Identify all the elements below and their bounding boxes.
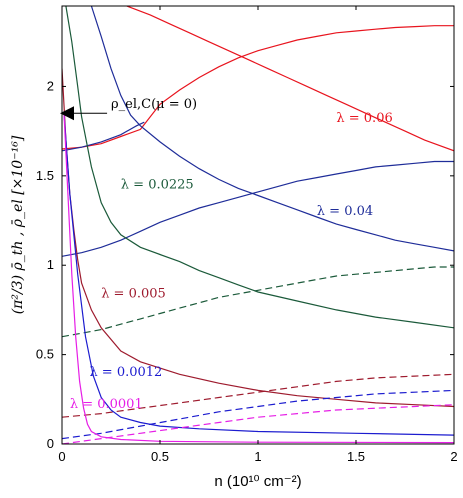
y-tick-label: 2 [47,78,54,93]
series-line-9 [63,113,454,436]
annotation-label-3: λ = 0.005 [101,286,166,301]
series-line-7 [62,68,454,408]
annotation-label-6: ρ_el,C(μ = 0) [111,97,197,112]
x-tick-label: 0 [58,449,65,464]
y-axis-title: (π²/3) ρ̄_th , ρ̄_el [×10⁻¹⁶] [10,135,26,314]
annotation-label-0: λ = 0.06 [336,111,392,126]
x-axis-title: n (10¹⁰ cm⁻²) [214,473,301,490]
annotations: λ = 0.06 λ = 0.04 λ = 0.0225 λ = 0.005 λ = 0… [60,97,393,412]
annotation-label-4: λ = 0.0012 [89,365,162,380]
x-axis: 0 0.5 1 1.5 2 [58,6,458,464]
y-tick-label: 1 [47,257,54,272]
x-tick-label: 1.5 [347,449,365,464]
annotation-label-5: λ = 0.0001 [70,397,143,412]
series-line-4 [62,121,145,152]
series-line-1 [126,6,454,152]
annotation-label-1: λ = 0.04 [317,204,373,219]
y-tick-label: 1.5 [36,168,54,183]
series-line-6 [62,266,454,338]
marker-arrow [60,106,74,121]
x-tick-label: 1 [254,449,261,464]
series-line-3 [90,6,454,252]
x-tick-label: 2 [450,449,457,464]
series-line-2 [62,160,454,257]
annotation-label-2: λ = 0.0225 [121,177,194,192]
y-tick-label: 0.5 [36,347,54,362]
y-axis: 0 0.5 1 1.5 2 [36,78,454,451]
y-tick-label: 0 [47,436,54,451]
x-tick-label: 0.5 [151,449,169,464]
series-line-10 [62,389,454,440]
plot-lines [62,6,454,444]
series-line-0 [62,25,454,150]
series-line-5 [65,6,454,329]
